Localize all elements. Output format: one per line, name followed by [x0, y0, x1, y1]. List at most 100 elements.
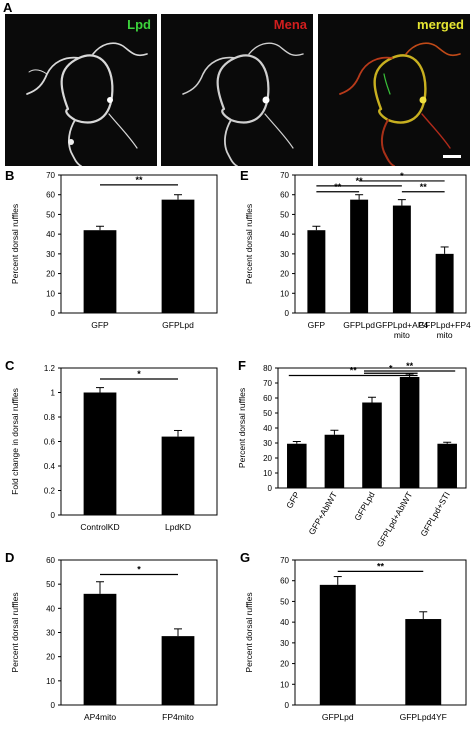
y-tick-label: 40 — [46, 230, 55, 239]
bar — [399, 377, 420, 488]
y-tick-label: 0 — [51, 511, 56, 520]
plot-frame — [60, 174, 218, 314]
x-tick-label: GFP — [284, 490, 302, 510]
y-tick-label: 0 — [285, 309, 290, 318]
bar — [362, 402, 382, 488]
panel-label-b: B — [5, 168, 15, 183]
bar — [287, 443, 307, 488]
y-axis-label: Percent dorsal ruffles — [10, 204, 20, 284]
x-tick-label: GFPLpd+AP4 — [376, 320, 429, 330]
micrograph-merged: merged — [318, 14, 470, 166]
x-tick-label: GFPLpd+AblWT — [375, 490, 415, 549]
x-tick-label: GFP — [308, 320, 326, 330]
y-tick-label: 30 — [46, 629, 55, 638]
bar — [350, 199, 369, 313]
significance-label: ** — [420, 182, 428, 192]
y-tick-label: 10 — [263, 469, 272, 478]
micrograph-label: Lpd — [127, 17, 151, 32]
y-tick-label: 30 — [46, 250, 55, 259]
panel-label-f: F — [238, 358, 246, 373]
y-tick-label: 50 — [46, 210, 55, 219]
y-tick-label: 20 — [46, 653, 55, 662]
y-tick-label: 40 — [263, 424, 272, 433]
x-tick-label: GFP — [91, 320, 109, 330]
chart-d: 0 10 20 30 40 50 60 Percent dorsal ruffles AP4mi… — [10, 556, 218, 722]
micrograph-label: merged — [417, 17, 464, 32]
y-axis-label: Fold change in dorsal ruffles — [10, 388, 20, 495]
x-tick-label: ControlKD — [80, 522, 119, 532]
y-tick-label: 60 — [280, 191, 289, 200]
y-tick-label: 60 — [280, 577, 289, 586]
y-tick-label: 0 — [51, 309, 56, 318]
y-tick-label: 20 — [46, 270, 55, 279]
micrograph-lpd: Lpd — [5, 14, 157, 166]
bar — [83, 230, 117, 313]
panel-label-a: A — [3, 0, 13, 15]
bar — [405, 619, 442, 705]
bar — [83, 593, 117, 705]
chart-c: 0 0.2 0.4 0.6 0.8 1 1.2 Fold change in dorsal r… — [10, 364, 218, 532]
y-axis-label: Percent dorsal ruffles — [10, 592, 20, 672]
y-tick-label: 70 — [280, 171, 289, 180]
plot-frame — [294, 174, 467, 314]
y-tick-label: 30 — [280, 639, 289, 648]
y-tick-label: 50 — [263, 409, 272, 418]
micrograph-mena: Mena — [161, 14, 313, 166]
bar — [161, 199, 195, 313]
x-tick-label: GFPLpd4YF — [400, 712, 447, 722]
bar — [392, 205, 411, 313]
chart-f: 0 10 20 30 40 50 60 70 80 Percent dorsal ruffles G… — [237, 361, 467, 549]
significance-label: ** — [135, 175, 143, 185]
y-tick-label: 10 — [280, 289, 289, 298]
x-tick-label: GFPLpd — [162, 320, 194, 330]
y-axis-label: Percent dorsal ruffles — [237, 388, 247, 468]
x-tick-label: FP4mito — [162, 712, 194, 722]
y-tick-label: 0 — [285, 701, 290, 710]
chart-g: 0 10 20 30 40 50 60 70 Percent dorsal ruffles GFP… — [244, 556, 467, 722]
x-tick-label: LpdKD — [165, 522, 191, 532]
x-tick-label: GFPLpd+FP4 — [419, 320, 471, 330]
plot-frame — [294, 559, 467, 706]
y-tick-label: 30 — [280, 250, 289, 259]
bar — [435, 253, 454, 313]
y-tick-label: 60 — [46, 556, 55, 565]
y-tick-label: 40 — [280, 230, 289, 239]
significance-label: * — [137, 565, 141, 575]
panel-label-d: D — [5, 550, 15, 565]
y-axis-label: Percent dorsal ruffles — [244, 204, 254, 284]
y-tick-label: 0.4 — [44, 462, 56, 471]
significance-label: * — [137, 369, 141, 379]
y-tick-label: 70 — [263, 379, 272, 388]
y-tick-label: 70 — [280, 556, 289, 565]
y-tick-label: 50 — [46, 580, 55, 589]
y-tick-label: 70 — [46, 171, 55, 180]
y-tick-label: 20 — [280, 270, 289, 279]
y-tick-label: 0.8 — [44, 413, 56, 422]
y-tick-label: 0.2 — [44, 487, 56, 496]
y-tick-label: 0 — [51, 701, 56, 710]
chart-b: 0 10 20 30 40 50 60 70 Percent dorsal ruffles GFP… — [10, 171, 218, 330]
significance-label: ** — [334, 182, 342, 192]
y-tick-label: 30 — [263, 439, 272, 448]
significance-label: ** — [350, 366, 358, 376]
y-tick-label: 1.2 — [44, 364, 56, 373]
chart-e: 0 10 20 30 40 50 60 70 Percent dorsal ruffles GFP… — [244, 171, 471, 340]
y-tick-label: 20 — [263, 454, 272, 463]
y-tick-label: 20 — [280, 660, 289, 669]
x-tick-label: GFPLpd+STI — [418, 490, 452, 538]
x-tick-label: mito — [437, 330, 453, 340]
micrograph-label: Mena — [273, 17, 307, 32]
y-tick-label: 10 — [280, 680, 289, 689]
x-tick-label: GFPLpd — [352, 490, 377, 523]
y-tick-label: 50 — [280, 210, 289, 219]
significance-label: * — [400, 171, 404, 181]
y-tick-label: 0.6 — [44, 438, 56, 447]
x-tick-label: mito — [394, 330, 410, 340]
x-tick-label: AP4mito — [84, 712, 116, 722]
y-tick-label: 40 — [280, 618, 289, 627]
x-tick-label: GFP+AblWT — [307, 490, 340, 537]
x-tick-label: GFPLpd — [343, 320, 375, 330]
panel-label-g: G — [240, 550, 251, 565]
significance-label: * — [389, 363, 393, 373]
panel-label-c: C — [5, 358, 15, 373]
